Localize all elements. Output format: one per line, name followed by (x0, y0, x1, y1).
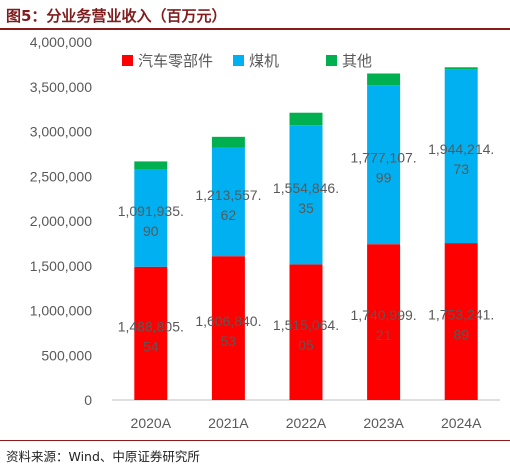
bar-segment (289, 112, 323, 126)
data-label: 89 (453, 327, 469, 343)
bar-segment (367, 244, 401, 400)
data-label: 1,554,846. (273, 180, 339, 196)
bar-segment (134, 161, 168, 170)
y-tick-label: 0 (84, 392, 92, 408)
y-tick-label: 500,000 (41, 347, 92, 363)
legend-swatch (326, 55, 337, 66)
data-label: 1,488,805. (118, 318, 184, 334)
bars: 1,488,805. 54 1,091,935. 90 1,606,840. 53 1,21… (118, 67, 494, 400)
data-label: 21 (376, 327, 392, 343)
legend-label: 其他 (342, 52, 372, 70)
data-label: 35 (298, 200, 314, 216)
data-label: 1,753,241. (428, 307, 494, 323)
figure-title: 图5：分业务营业收入（百万元） (6, 7, 227, 25)
bar-segment (211, 136, 245, 148)
legend-label: 汽车零部件 (138, 52, 213, 70)
y-axis: 0 500,000 1,000,000 1,500,000 2,000,000 2,500… (30, 34, 93, 408)
bar-segment (211, 147, 245, 257)
data-label: 1,213,557. (195, 187, 261, 203)
data-label: 99 (376, 170, 392, 186)
y-tick-label: 1,500,000 (30, 258, 92, 274)
x-tick-label: 2023A (363, 415, 404, 431)
bar-segment (444, 69, 478, 244)
y-tick-label: 2,000,000 (30, 213, 92, 229)
y-tick-label: 1,000,000 (30, 303, 92, 319)
legend-swatch (122, 55, 133, 66)
x-tick-label: 2020A (131, 415, 172, 431)
x-tick-label: 2022A (286, 415, 327, 431)
data-label: 54 (143, 338, 159, 354)
bar-segment (289, 264, 323, 400)
data-label: 73 (453, 161, 469, 177)
bar-segment (134, 169, 168, 267)
title-rule (0, 28, 510, 30)
bar-segment (134, 266, 168, 400)
data-label: 1,606,840. (195, 313, 261, 329)
legend: 汽车零部件 煤机 其他 (122, 52, 372, 70)
data-label: 1,740,999. (351, 307, 417, 323)
bar-segment (289, 125, 323, 265)
x-tick-label: 2021A (208, 415, 249, 431)
data-label: 1,091,935. (118, 203, 184, 219)
y-tick-label: 2,500,000 (30, 168, 92, 184)
data-label: 62 (221, 207, 237, 223)
data-label: 05 (298, 337, 314, 353)
source-rule (0, 440, 510, 441)
x-axis: 2020A 2021A 2022A 2023A 2024A (131, 415, 483, 431)
bar-segment (367, 85, 401, 245)
data-label: 90 (143, 223, 159, 239)
source-note: 资料来源：Wind、中原证券研究所 (6, 449, 200, 464)
bar-segment (211, 256, 245, 400)
stacked-bar-chart: 0 500,000 1,000,000 1,500,000 2,000,000 2,500… (30, 34, 500, 431)
data-label: 1,515,064. (273, 317, 339, 333)
bar-segment (367, 73, 401, 86)
y-tick-label: 3,500,000 (30, 79, 92, 95)
y-tick-label: 4,000,000 (30, 34, 92, 50)
x-tick-label: 2024A (441, 415, 482, 431)
legend-label: 煤机 (249, 52, 279, 70)
y-tick-label: 3,000,000 (30, 124, 92, 140)
legend-swatch (233, 55, 244, 66)
data-label: 53 (221, 333, 237, 349)
bar-segment (444, 67, 478, 70)
data-label: 1,944,214. (428, 141, 494, 157)
data-label: 1,777,107. (351, 150, 417, 166)
bar-segment (444, 243, 478, 400)
